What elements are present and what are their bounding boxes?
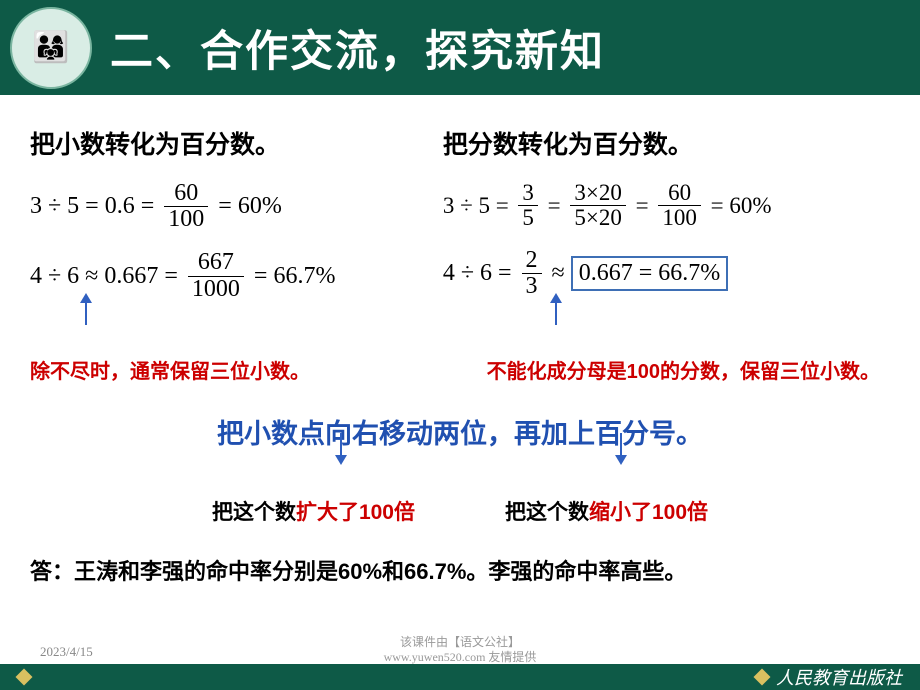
- right-note: 不能化成分母是100的分数，保留三位小数。: [487, 355, 880, 384]
- answer-text: 答：王涛和李强的命中率分别是60%和66.7%。李强的命中率高些。: [30, 554, 890, 586]
- arrow-icon: [620, 433, 622, 463]
- footer-bar: 人民教育出版社: [0, 664, 920, 690]
- arrow-icon: [85, 295, 87, 325]
- fraction: 667 1000: [188, 250, 244, 301]
- arrow-icon: [555, 295, 557, 325]
- slide-title: 二、合作交流，探究新知: [110, 17, 605, 79]
- diamond-icon: [754, 669, 771, 686]
- diamond-icon: [16, 669, 33, 686]
- slide-content: 把小数转化为百分数。 3 ÷ 5 = 0.6 = 60 100 = 60% 4 …: [0, 95, 920, 586]
- logo-icon: 👨‍👩‍👧: [32, 30, 69, 65]
- left-eq1: 3 ÷ 5 = 0.6 = 60 100 = 60%: [30, 181, 443, 232]
- fraction: 60 100: [164, 181, 208, 232]
- right-eq1: 3 ÷ 5 = 3 5 = 3×20 5×20 = 60 100 = 60%: [443, 181, 890, 230]
- left-column: 把小数转化为百分数。 3 ÷ 5 = 0.6 = 60 100 = 60% 4 …: [30, 125, 443, 320]
- blue-rule: 把小数点向右移动两位，再加上百分号。: [30, 412, 890, 451]
- slide-header: 👨‍👩‍👧 二、合作交流，探究新知: [0, 0, 920, 95]
- footer-credit: 该课件由【语文公社】 www.yuwen520.com 友情提供: [0, 635, 920, 664]
- left-note: 除不尽时，通常保留三位小数。: [30, 355, 310, 384]
- explain-right: 把这个数缩小了100倍: [505, 496, 708, 526]
- header-logo: 👨‍👩‍👧: [10, 7, 92, 89]
- boxed-result: 0.667 = 66.7%: [571, 256, 729, 291]
- arrow-icon: [340, 433, 342, 463]
- right-eq2: 4 ÷ 6 = 2 3 ≈ 0.667 = 66.7%: [443, 248, 890, 299]
- right-heading: 把分数转化为百分数。: [443, 125, 890, 161]
- left-heading: 把小数转化为百分数。: [30, 125, 443, 161]
- explain-left: 把这个数扩大了100倍: [212, 496, 415, 526]
- right-column: 把分数转化为百分数。 3 ÷ 5 = 3 5 = 3×20 5×20 = 60 …: [443, 125, 890, 320]
- publisher-label: 人民教育出版社: [756, 664, 902, 690]
